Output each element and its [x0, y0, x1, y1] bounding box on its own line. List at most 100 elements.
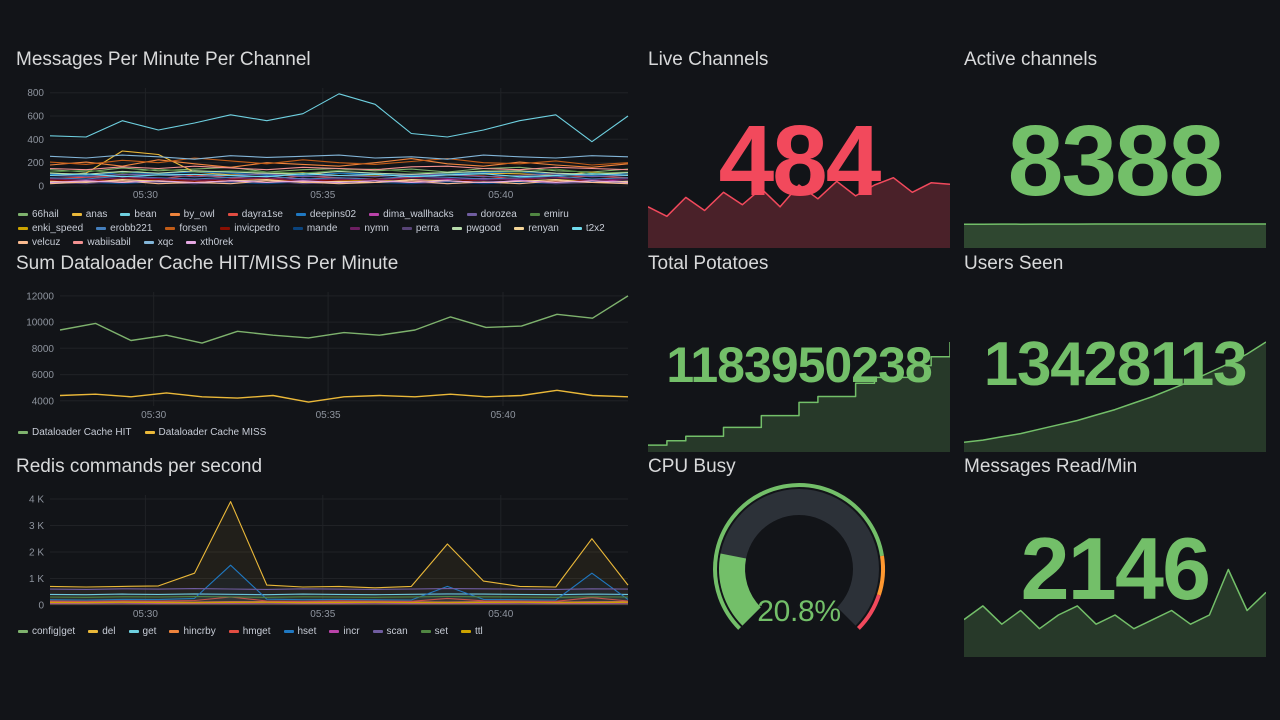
legend-swatch: [227, 213, 238, 216]
legend-label: renyan: [528, 223, 559, 234]
panel-title-total-potatoes[interactable]: Total Potatoes: [648, 253, 769, 274]
legend-swatch: [169, 213, 180, 216]
legend-swatch: [18, 227, 28, 230]
legend-swatch: [88, 630, 99, 633]
legend-label: erobb221: [110, 223, 153, 234]
svg-text:05:40: 05:40: [488, 190, 513, 201]
legend-item-renyan[interactable]: renyan: [514, 223, 559, 234]
legend-swatch: [466, 213, 477, 216]
legend-swatch: [295, 213, 306, 216]
legend-label: set: [434, 626, 448, 637]
panel-title-cpu-busy[interactable]: CPU Busy: [648, 456, 736, 477]
legend-item-perra[interactable]: perra: [401, 223, 439, 234]
messages-per-minute-chart[interactable]: 0 200 400 600 800 05:30 05:35 05:40: [16, 80, 636, 206]
legend-swatch: [401, 227, 412, 230]
legend-label: ttl: [475, 626, 483, 637]
legend-item-Dataloader Cache HIT[interactable]: Dataloader Cache HIT: [18, 427, 132, 438]
legend-item-enki_speed[interactable]: enki_speed: [18, 223, 83, 234]
legend-label: nymn: [364, 223, 389, 234]
legend-item-66hail[interactable]: 66hail: [18, 209, 59, 220]
legend-item-get[interactable]: get: [128, 626, 156, 637]
legend-item-hincrby[interactable]: hincrby: [169, 626, 216, 637]
legend-label: mande: [306, 223, 338, 234]
legend-item-xth0rek[interactable]: xth0rek: [186, 237, 233, 248]
legend-swatch: [71, 213, 82, 216]
panel-title-redis[interactable]: Redis commands per second: [16, 456, 263, 477]
legend-label: dayra1se: [241, 209, 283, 220]
legend-swatch: [120, 213, 131, 216]
panel-messages-per-minute: Messages Per Minute Per Channel 0 200 400 6…: [16, 48, 636, 248]
live-channels-sparkline: [648, 176, 950, 248]
panel-title-users-seen[interactable]: Users Seen: [964, 253, 1064, 274]
panel-title-live-channels[interactable]: Live Channels: [648, 49, 769, 70]
svg-text:6000: 6000: [32, 370, 55, 381]
svg-text:0: 0: [38, 601, 44, 612]
legend-item-set[interactable]: set: [420, 626, 448, 637]
panel-dataloader-cache: Sum Dataloader Cache HIT/MISS Per Minute…: [16, 252, 636, 448]
panel-title-active-channels[interactable]: Active channels: [964, 49, 1098, 70]
legend-swatch: [369, 213, 380, 216]
legend-label: wabiisabil: [87, 237, 131, 248]
legend-item-ttl[interactable]: ttl: [461, 626, 483, 637]
svg-text:600: 600: [27, 112, 44, 123]
legend-swatch: [73, 241, 84, 244]
legend-item-emiru[interactable]: emiru: [529, 209, 569, 220]
legend-swatch: [350, 227, 361, 230]
legend-swatch: [220, 227, 231, 230]
panel-title-messages[interactable]: Messages Per Minute Per Channel: [16, 49, 311, 70]
legend-swatch: [165, 227, 176, 230]
legend-item-nymn[interactable]: nymn: [350, 223, 389, 234]
svg-text:05:35: 05:35: [310, 190, 335, 201]
legend-item-deepins02[interactable]: deepins02: [295, 209, 356, 220]
redis-commands-chart[interactable]: 0 1 K 2 K 3 K 4 K 05:30 05:35 05:40: [16, 487, 636, 623]
legend-item-dayra1se[interactable]: dayra1se: [227, 209, 283, 220]
legend-item-by_owl[interactable]: by_owl: [169, 209, 215, 220]
svg-text:05:40: 05:40: [488, 609, 513, 620]
legend-item-t2x2[interactable]: t2x2: [571, 223, 605, 234]
legend-item-config|get[interactable]: config|get: [18, 626, 75, 637]
panel-total-potatoes: Total Potatoes 1183950238: [648, 252, 950, 452]
legend-item-Dataloader Cache MISS[interactable]: Dataloader Cache MISS: [144, 427, 267, 438]
legend-item-xqc[interactable]: xqc: [143, 237, 174, 248]
legend-item-pwgood[interactable]: pwgood: [452, 223, 501, 234]
legend-label: Dataloader Cache HIT: [32, 427, 132, 438]
legend-item-dima_wallhacks[interactable]: dima_wallhacks: [369, 209, 454, 220]
legend-item-invicpedro[interactable]: invicpedro: [220, 223, 280, 234]
legend-item-mande[interactable]: mande: [292, 223, 338, 234]
legend-item-scan[interactable]: scan: [372, 626, 408, 637]
users-seen-value: 13428113: [983, 330, 1248, 399]
legend-item-erobb221[interactable]: erobb221: [96, 223, 152, 234]
legend-item-forsen[interactable]: forsen: [165, 223, 207, 234]
legend-label: Dataloader Cache MISS: [158, 427, 267, 438]
cpu-gauge-wrap: 20.8%: [648, 481, 950, 657]
legend-label: invicpedro: [234, 223, 280, 234]
legend-item-bean[interactable]: bean: [120, 209, 157, 220]
legend-swatch: [461, 630, 471, 633]
panel-live-channels: Live Channels 484: [648, 48, 950, 248]
legend-item-velcuz[interactable]: velcuz: [18, 237, 60, 248]
svg-text:4000: 4000: [32, 396, 55, 407]
panel-title-dataloader[interactable]: Sum Dataloader Cache HIT/MISS Per Minute: [16, 253, 399, 274]
legend-item-incr[interactable]: incr: [329, 626, 360, 637]
legend-swatch: [571, 227, 582, 230]
legend-item-hmget[interactable]: hmget: [228, 626, 271, 637]
legend-label: xqc: [157, 237, 174, 248]
legend-label: by_owl: [183, 209, 215, 220]
legend-label: enki_speed: [32, 223, 84, 234]
legend-item-del[interactable]: del: [88, 626, 116, 637]
legend-swatch: [169, 630, 180, 633]
active-channels-value: 8388: [1007, 105, 1224, 217]
legend-label: bean: [134, 209, 157, 220]
svg-text:12000: 12000: [26, 291, 54, 302]
panel-title-messages-read[interactable]: Messages Read/Min: [964, 456, 1138, 477]
legend-item-anas[interactable]: anas: [71, 209, 108, 220]
legend-label: scan: [386, 626, 408, 637]
legend-item-hset[interactable]: hset: [283, 626, 316, 637]
legend-item-dorozea[interactable]: dorozea: [466, 209, 517, 220]
svg-text:400: 400: [27, 135, 44, 146]
legend-item-wabiisabil[interactable]: wabiisabil: [73, 237, 131, 248]
legend-label: anas: [85, 209, 108, 220]
panel-cpu-busy: CPU Busy 20.8%: [648, 455, 950, 657]
dataloader-cache-chart[interactable]: 4000 6000 8000 10000 12000 05:30 05:35 05:40: [16, 284, 636, 424]
total-potatoes-sparkline: [648, 342, 950, 452]
